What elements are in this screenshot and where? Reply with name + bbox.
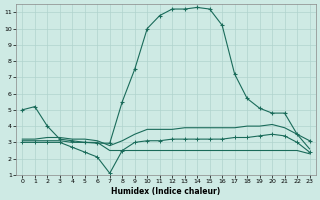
X-axis label: Humidex (Indice chaleur): Humidex (Indice chaleur): [111, 187, 220, 196]
